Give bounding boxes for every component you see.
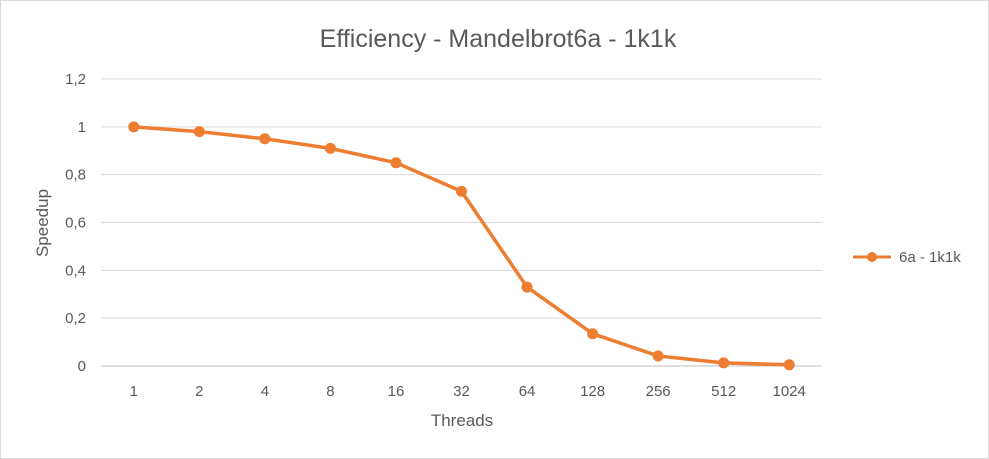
y-tick-label: 0,8 — [65, 167, 86, 184]
legend: 6a - 1k1k — [853, 249, 961, 266]
data-point — [259, 133, 271, 145]
data-point — [390, 157, 402, 169]
chart-title: Efficiency - Mandelbrot6a - 1k1k — [320, 25, 677, 53]
data-point — [456, 185, 467, 197]
x-tick-label: 32 — [453, 383, 470, 400]
data-point — [783, 359, 795, 371]
x-tick-label: 1 — [130, 383, 138, 400]
y-tick-label: 0,2 — [65, 310, 86, 327]
data-point — [128, 121, 140, 133]
y-tick-label: 0,6 — [65, 215, 86, 232]
legend-label: 6a - 1k1k — [899, 249, 961, 266]
y-tick-label: 1,2 — [65, 71, 86, 88]
x-tick-label: 64 — [519, 383, 536, 400]
y-tick-label: 1 — [78, 119, 86, 136]
x-tick-label: 16 — [388, 383, 405, 400]
data-point — [521, 281, 533, 293]
y-tick-labels: 0 0,2 0,4 0,6 0,8 1 1,2 — [65, 71, 86, 375]
data-point — [193, 126, 205, 138]
legend-marker-swatch — [867, 252, 877, 262]
x-tick-label: 512 — [711, 383, 736, 400]
series-line — [133, 125, 790, 367]
x-tick-label: 128 — [580, 383, 605, 400]
data-point — [652, 350, 664, 362]
gridlines — [101, 78, 822, 367]
x-tick-label: 4 — [261, 383, 269, 400]
series-layer — [128, 121, 795, 371]
x-axis-title: Threads — [431, 411, 493, 430]
x-tick-label: 8 — [326, 383, 334, 400]
x-tick-label: 256 — [646, 383, 671, 400]
y-tick-label: 0 — [78, 358, 86, 375]
data-point — [324, 142, 336, 154]
data-point — [718, 357, 730, 369]
y-tick-label: 0,4 — [65, 262, 86, 279]
data-point — [587, 328, 599, 340]
x-tick-label: 2 — [195, 383, 203, 400]
y-axis-title: Speedup — [33, 189, 52, 257]
x-tick-labels: 1 2 4 8 16 32 64 128 256 512 1024 — [130, 383, 806, 400]
x-tick-label: 1024 — [773, 383, 806, 400]
